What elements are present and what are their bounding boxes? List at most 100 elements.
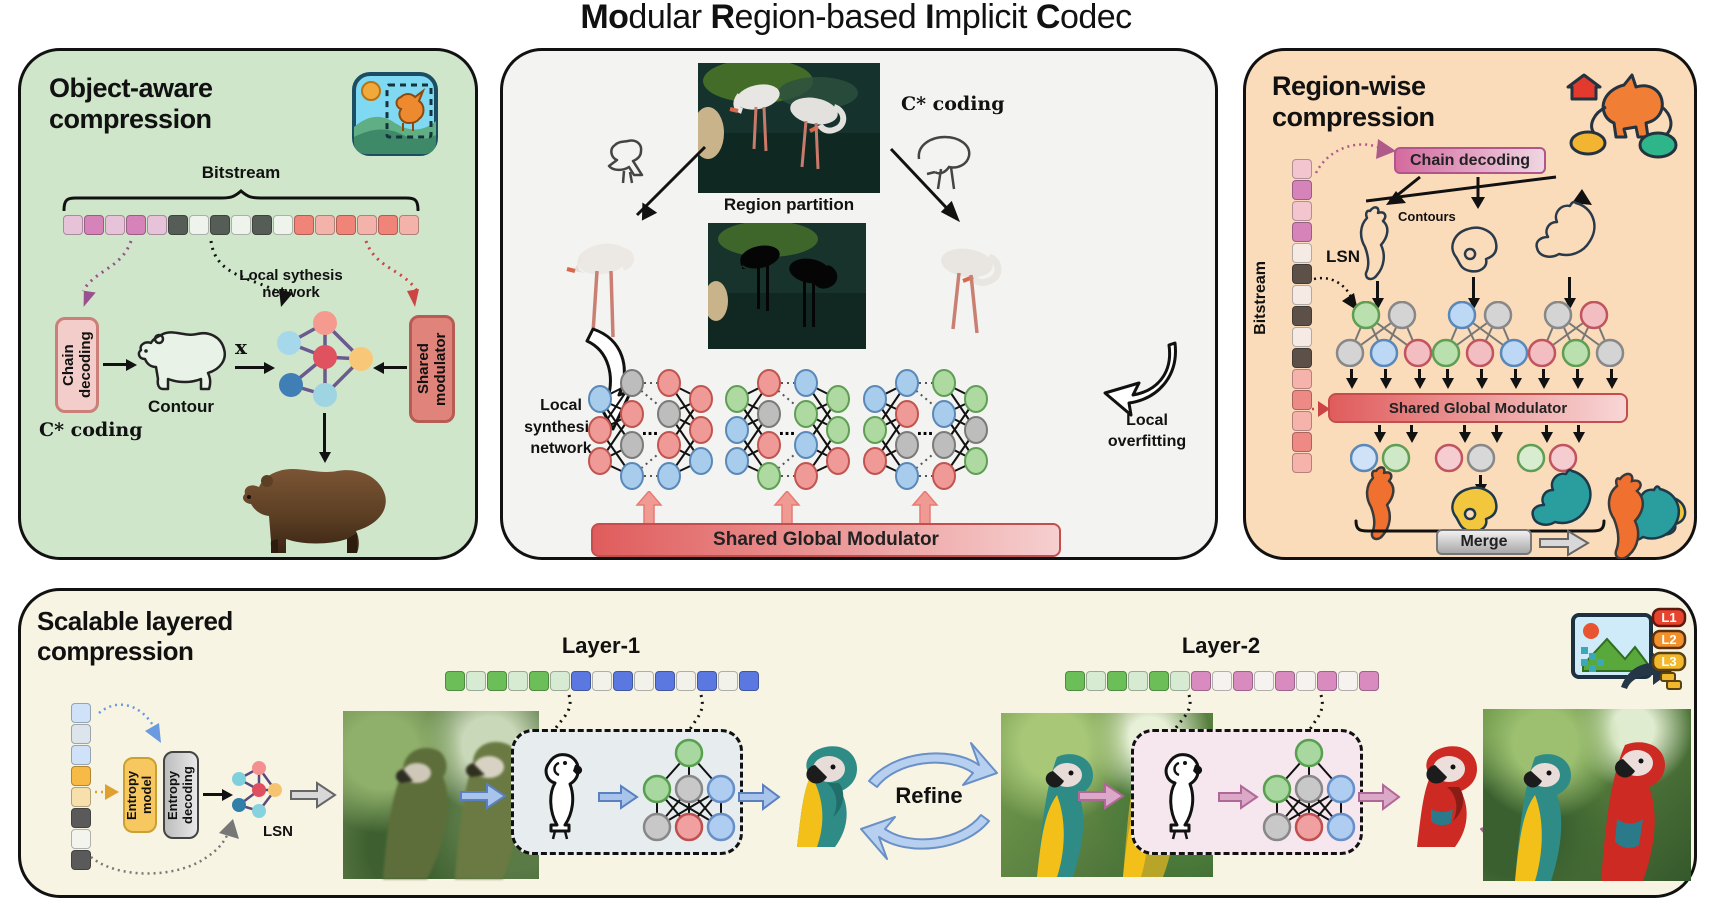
chain-to-contours-arrows (1366, 175, 1592, 209)
shared-global-modulator-bar: Shared Global Modulator (591, 523, 1061, 557)
flamingo-photo (698, 63, 880, 193)
modulator-out-arrow (1490, 425, 1503, 443)
figure-title: Modular Region-based Implicit Codec (580, 0, 1132, 36)
scalable-lsn-label: LSN (263, 823, 293, 840)
arrow-modulator-to-network (373, 361, 407, 374)
region-wise-bitstream (1292, 159, 1312, 473)
synthesis-network-3: ... (863, 369, 988, 490)
layer1-inner-arrow (598, 784, 639, 810)
modulated-feature-pairs (1350, 443, 1578, 473)
bear-contour-sketch (137, 331, 226, 391)
arrow-entropy-to-lsn (203, 788, 233, 801)
lsn-label: LSN (1326, 247, 1360, 266)
lsn-to-image-arrow (290, 781, 337, 809)
panel-object-aware: Object-aware compression Bitstream (18, 48, 478, 560)
arrow-contour1-to-lsn (1371, 281, 1384, 309)
dotted-arrow-to-entropy-decoding (98, 703, 161, 743)
region-wise-title: Region-wise compression (1272, 71, 1435, 133)
object-aware-title: Object-aware compression (49, 73, 213, 135)
layer1-bitstream (445, 671, 759, 691)
chain-decoding-bar: Chain decoding (1394, 147, 1546, 174)
layer2-inner-arrow (1218, 784, 1259, 810)
merge-box: Merge (1436, 529, 1532, 555)
layer2-network (1262, 738, 1356, 842)
object-detection-icon (352, 72, 438, 156)
dotted-arrow-to-entropy-model (95, 784, 119, 800)
bitstream-dotted-arrows (81, 240, 419, 307)
network-dots: ... (642, 418, 659, 440)
merged-fox-image (1607, 472, 1687, 559)
c-star-coding-label: C* coding (39, 419, 143, 441)
region-wise-bitstream-label: Bitstream (1252, 261, 1269, 335)
image-to-layer1-arrow (460, 782, 507, 810)
object-bitstream (63, 215, 419, 235)
local-synthesis-label: Local sythesis network (239, 267, 343, 302)
x-label: x (235, 335, 247, 359)
badge-l1: L1 (1661, 610, 1676, 625)
bitstream-brace (62, 189, 420, 211)
chain-decoding-box: Chain decoding (55, 317, 99, 413)
lsn-network-1 (1335, 301, 1433, 367)
layered-image-icon: L1 L2 L3 (1571, 607, 1687, 690)
local-synthesis-network-label: Local synthesis network (524, 397, 598, 458)
flamingo-contour-sketch (917, 135, 971, 190)
lsn-out-arrow (1475, 369, 1488, 389)
refine1-arrows (860, 742, 998, 860)
modulator-out-arrow (1572, 425, 1585, 443)
flamingo-region-right (941, 248, 1002, 334)
layer2-parrot-sketch (1164, 753, 1203, 840)
arrow-network-to-bear (318, 413, 331, 463)
cheese-contour (1451, 226, 1498, 273)
fox-contour (1359, 206, 1389, 281)
modulator-up-arrow-1 (635, 491, 663, 525)
squirrel-region-shape (1531, 468, 1592, 526)
modulator-out-arrow (1373, 425, 1386, 443)
synthesis-network-1: ... (588, 369, 713, 490)
scalable-bitstream (71, 703, 91, 870)
svg-text:...: ... (779, 418, 796, 440)
badge-l3: L3 (1661, 654, 1676, 669)
image-to-layer2-arrow (1078, 782, 1125, 810)
contours-label: Contours (1398, 209, 1456, 224)
layer2-label: Layer-2 (1181, 633, 1261, 658)
lsn-out-arrow (1605, 369, 1618, 389)
layer2-output-parrot (1417, 746, 1477, 847)
dotted-arrow-to-lsn (1313, 276, 1358, 311)
layer1-parrot-sketch (544, 753, 583, 840)
modulator-out-arrow (1405, 425, 1418, 443)
scalable-title: Scalable layered compression (37, 606, 233, 666)
fox-regions-icon (1566, 73, 1678, 159)
squirrel-contour (1535, 200, 1596, 258)
lsn-network-3 (1527, 301, 1625, 367)
layer1-label: Layer-1 (561, 633, 641, 658)
modulator-up-arrow-2 (773, 491, 801, 525)
curved-arrow-to-lsn (585, 327, 633, 431)
panel-region-partition: C* coding Region partition (500, 48, 1218, 560)
curved-arrow-local-overfitting (1103, 341, 1177, 417)
panel-scalable-layered: Scalable layered compression L1 L2 L3 (18, 588, 1697, 898)
lsn-out-arrow (1509, 369, 1522, 389)
dotted-arrow-to-modulator (1312, 401, 1330, 417)
layer2-bitstream (1065, 671, 1379, 691)
modulator-up-arrow-3 (911, 491, 939, 525)
lsn-out-arrow (1413, 369, 1426, 389)
local-overfitting-label: Local overfitting (1107, 412, 1187, 450)
arrow-contour-to-network (235, 361, 275, 374)
title-bold-mo: Mo (580, 0, 629, 36)
svg-text:...: ... (917, 418, 934, 440)
layer1-output-parrot (797, 746, 857, 847)
layer2-refined-image (1483, 709, 1691, 881)
local-synthesis-network (277, 311, 373, 407)
layer1-network (642, 738, 736, 842)
region-wise-modulator-bar: Shared Global Modulator (1328, 393, 1628, 423)
lsn-out-arrow (1441, 369, 1454, 389)
dotted-arrow-to-scalable-lsn (90, 819, 239, 875)
layer1-out-arrow (738, 783, 781, 811)
refine1-label: Refine (895, 783, 963, 808)
c-star-coding-label-mid: C* coding (901, 93, 1005, 115)
panel-region-wise: Region-wise compression Bitstream Chain … (1243, 48, 1697, 560)
lsn-out-arrow (1537, 369, 1550, 389)
base-layer-image (343, 711, 539, 879)
contour-label: Contour (147, 397, 215, 416)
